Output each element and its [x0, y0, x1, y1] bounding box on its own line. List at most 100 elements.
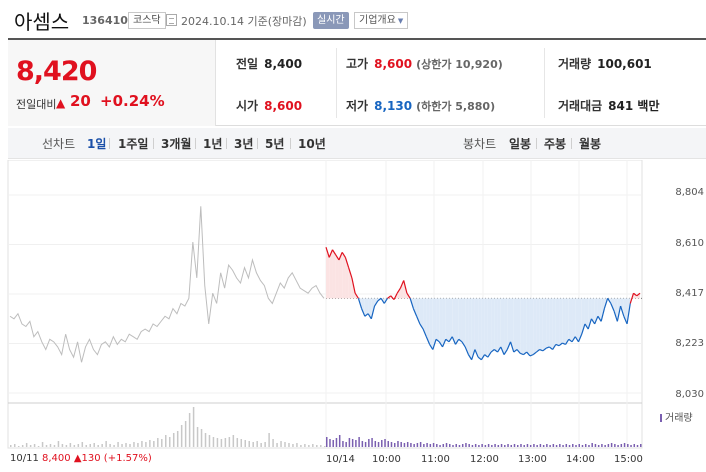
down-area: [478, 298, 482, 360]
tab-monthly-candle[interactable]: 월봉: [579, 137, 602, 151]
prev-volume-bar: [292, 444, 294, 447]
up-segment: [344, 257, 350, 268]
down-area: [575, 298, 579, 342]
volume-bar: [426, 443, 428, 447]
prev-volume-bar: [276, 443, 278, 447]
down-segment: [536, 349, 541, 353]
volume-bar: [494, 444, 496, 447]
down-area: [562, 298, 566, 345]
down-area: [578, 298, 582, 342]
down-segment: [448, 336, 453, 343]
prev-volume-bar: [212, 437, 215, 447]
down-area: [555, 298, 560, 346]
down-area: [559, 298, 563, 346]
high-label: 고가: [346, 57, 369, 71]
tab-1day[interactable]: 1일: [87, 137, 107, 151]
volume-bar: [478, 445, 480, 447]
volume-bar: [361, 441, 364, 447]
down-segment: [458, 338, 463, 343]
prev-volume-bar: [184, 421, 187, 447]
up-area: [348, 267, 352, 299]
prev-volume-bar: [13, 444, 16, 447]
down-segment: [493, 349, 498, 353]
high-value: 8,600: [374, 57, 413, 71]
volume-bar: [442, 444, 445, 447]
volume-bar: [455, 444, 457, 447]
volume-bar: [429, 444, 432, 447]
open-value: 8,600: [264, 99, 303, 113]
volume-bar: [533, 444, 535, 447]
up-arrow-icon: ▲: [56, 96, 66, 110]
up-segment: [636, 292, 641, 297]
prev-volume-bar: [180, 425, 183, 447]
down-area: [588, 298, 592, 330]
prev-volume-bar: [272, 439, 274, 447]
down-area: [491, 298, 495, 353]
down-area: [552, 298, 556, 350]
volume-bar: [620, 444, 623, 447]
down-area: [601, 298, 605, 322]
y-tick-label: 8,610: [675, 238, 704, 249]
high-price: 고가 8,600 (상한가 10,920): [346, 55, 503, 72]
down-segment: [377, 297, 382, 302]
down-segment: [597, 315, 602, 322]
down-segment: [435, 338, 440, 343]
volume-bar: [607, 444, 610, 447]
prev-volume-bar: [10, 445, 12, 447]
prev-volume-bar: [172, 433, 175, 447]
volume-bar: [474, 444, 477, 447]
volume-bar: [601, 444, 603, 447]
down-segment: [383, 298, 389, 304]
down-segment: [520, 352, 524, 356]
down-segment: [422, 328, 427, 337]
prev-volume-bar: [97, 445, 99, 447]
volume-bar: [575, 445, 577, 447]
prev-volume-bar: [113, 445, 115, 447]
down-area: [614, 298, 618, 322]
down-segment: [425, 336, 431, 345]
company-overview-button[interactable]: 기업개요 ▼: [354, 12, 409, 29]
prev-volume-bar: [320, 445, 322, 447]
volume-bar: [436, 444, 438, 447]
volume-bar: [604, 445, 606, 447]
y-tick-label: 8,223: [675, 338, 704, 349]
volume-bar: [423, 444, 425, 447]
volume-bar: [529, 445, 532, 447]
tab-3month[interactable]: 3개월: [161, 137, 192, 151]
volume-bar: [578, 444, 580, 447]
down-segment: [467, 354, 473, 361]
realtime-button[interactable]: 실시간: [313, 12, 349, 29]
tab-weekly-candle[interactable]: 주봉: [544, 137, 567, 151]
down-area: [516, 298, 521, 354]
tab-1year[interactable]: 1년: [203, 137, 223, 151]
down-area: [465, 298, 469, 355]
down-area: [523, 298, 527, 355]
calendar-icon: [166, 14, 177, 26]
up-segment: [331, 249, 337, 256]
tab-1week[interactable]: 1주일: [118, 137, 149, 151]
tab-5year[interactable]: 5년: [265, 137, 285, 151]
volume-bar: [491, 445, 493, 447]
volume-bar: [432, 443, 435, 447]
up-segment: [328, 249, 334, 258]
down-area: [542, 298, 547, 351]
volume-bar: [581, 445, 584, 447]
tab-3year[interactable]: 3년: [234, 137, 254, 151]
down-segment: [497, 346, 502, 353]
prev-day-date: 10/11: [10, 453, 39, 464]
low-value: 8,130: [374, 99, 413, 113]
prev-volume-bar: [161, 439, 163, 447]
prev-volume-bar: [288, 443, 290, 447]
prev-volume-bar: [89, 444, 91, 447]
down-area: [445, 298, 450, 342]
down-area: [510, 298, 514, 353]
tab-divider: [536, 138, 537, 149]
down-segment: [513, 349, 518, 353]
tab-daily-candle[interactable]: 일봉: [509, 137, 532, 151]
down-segment: [562, 342, 566, 345]
prev-volume-bar: [200, 429, 203, 447]
down-segment: [480, 354, 486, 361]
volume-bar: [539, 444, 542, 447]
volume-legend: 거래량: [660, 409, 693, 424]
tab-10year[interactable]: 10년: [298, 137, 326, 151]
